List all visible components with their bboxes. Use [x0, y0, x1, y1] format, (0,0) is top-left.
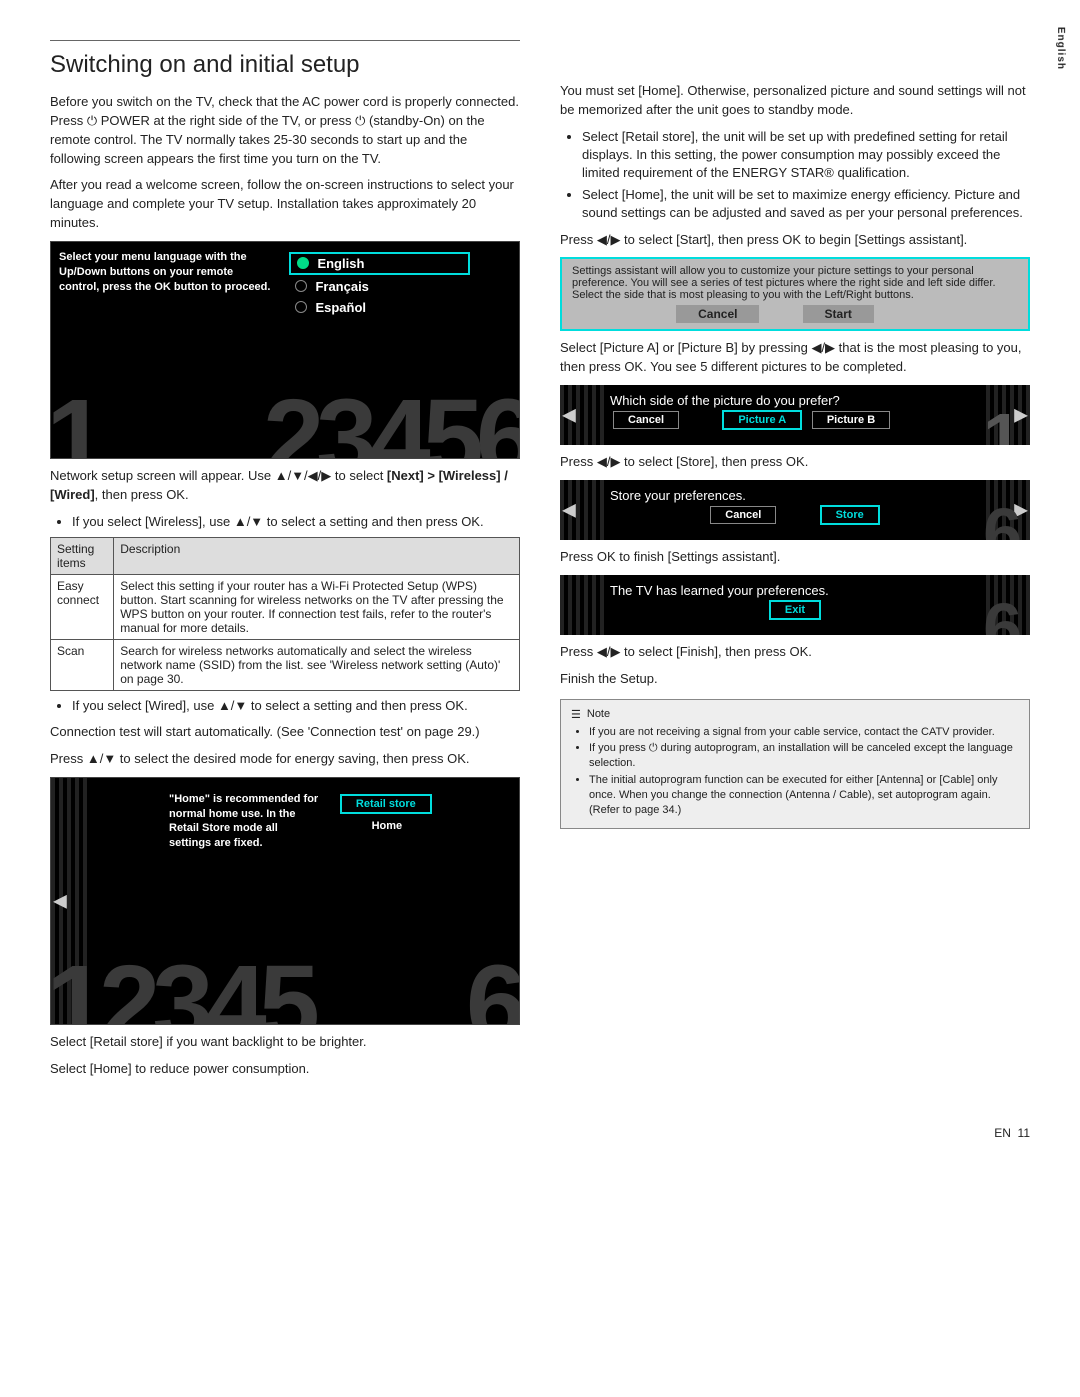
press-finish-para: Press ◀/▶ to select [Finish], then press…	[560, 643, 1030, 662]
must-set-home-para: You must set [Home]. Otherwise, personal…	[560, 82, 1030, 120]
cancel-button[interactable]: Cancel	[710, 506, 776, 524]
left-arrow-icon: ◀	[53, 890, 67, 911]
home-retail-screen: ◀ "Home" is recommended for normal home …	[50, 777, 520, 1025]
cancel-button[interactable]: Cancel	[613, 411, 679, 429]
table-cell: Easy connect	[51, 574, 114, 639]
store-prefs-screen: ◀ ▶ Store your preferences. Cancel Store…	[560, 480, 1030, 540]
picture-question: Which side of the picture do you prefer?	[610, 393, 980, 408]
store-button[interactable]: Store	[820, 505, 880, 525]
net-a: Network setup screen will appear. Use ▲/…	[50, 468, 387, 483]
wireless-settings-table: Setting itemsDescription Easy connectSel…	[50, 537, 520, 691]
table-cell: Scan	[51, 639, 114, 690]
store-prefs-text: Store your preferences.	[610, 488, 980, 503]
intro-para-2: After you read a welcome screen, follow …	[50, 176, 520, 233]
press-start-para: Press ◀/▶ to select [Start], then press …	[560, 231, 1030, 250]
step-number-6: 6	[466, 961, 520, 1025]
select-retail-para: Select [Retail store] if you want backli…	[50, 1033, 520, 1052]
intro-text-b: POWER at the right side of the TV, or pr…	[97, 113, 355, 128]
press-store-para: Press ◀/▶ to select [Store], then press …	[560, 453, 1030, 472]
note-item: If you press ⏻ during autoprogram, an in…	[589, 741, 1019, 771]
step-numbers-23456: 23456	[263, 395, 520, 459]
lang-option-francais[interactable]: Français	[289, 277, 470, 296]
net-c: , then press OK.	[95, 487, 189, 502]
table-cell: Select this setting if your router has a…	[114, 574, 520, 639]
step-corner-1: 1	[983, 414, 1022, 445]
intro-para-1: Before you switch on the TV, check that …	[50, 93, 520, 168]
language-tab: English	[1055, 27, 1066, 70]
network-para: Network setup screen will appear. Use ▲/…	[50, 467, 520, 505]
lang-label: Español	[315, 300, 366, 315]
lang-option-english[interactable]: English	[289, 252, 470, 275]
lang-option-espanol[interactable]: Español	[289, 298, 470, 317]
picture-a-button[interactable]: Picture A	[722, 410, 802, 430]
left-arrow-icon: ◀	[562, 405, 576, 426]
home-button[interactable]: Home	[340, 818, 432, 834]
radio-off-icon	[295, 280, 307, 292]
step-number-1: 1	[50, 395, 99, 459]
language-select-screen: Select your menu language with the Up/Do…	[50, 241, 520, 459]
table-header-items: Setting items	[51, 537, 114, 574]
lang-label: Français	[315, 279, 368, 294]
select-picture-para: Select [Picture A] or [Picture B] by pre…	[560, 339, 1030, 377]
radio-on-icon	[297, 257, 309, 269]
select-home-para: Select [Home] to reduce power consumptio…	[50, 1060, 520, 1079]
note-box: ☰ Note If you are not receiving a signal…	[560, 699, 1030, 829]
table-cell: Search for wireless networks automatical…	[114, 639, 520, 690]
finish-setup-para: Finish the Setup.	[560, 670, 1030, 689]
wireless-bullet: If you select [Wireless], use ▲/▼ to sel…	[72, 513, 520, 531]
settings-assistant-text: Settings assistant will allow you to cus…	[572, 265, 1018, 301]
settings-assistant-box: Settings assistant will allow you to cus…	[560, 257, 1030, 331]
picture-b-button[interactable]: Picture B	[812, 411, 890, 429]
home-instruction: "Home" is recommended for normal home us…	[169, 792, 323, 851]
left-arrow-icon: ◀	[562, 500, 576, 521]
lang-label: English	[317, 256, 364, 271]
page-number: 11	[1018, 1126, 1030, 1140]
picture-prefer-screen: ◀ ▶ Which side of the picture do you pre…	[560, 385, 1030, 445]
step-numbers-12345: 12345	[50, 961, 312, 1025]
note-icon: ☰	[571, 708, 581, 721]
page-footer: EN 11	[50, 1126, 1030, 1140]
note-heading: Note	[587, 708, 610, 720]
cancel-button[interactable]: Cancel	[676, 305, 759, 323]
retail-bullet: Select [Retail store], the unit will be …	[582, 128, 1030, 183]
press-ok-finish-para: Press OK to finish [Settings assistant].	[560, 548, 1030, 567]
exit-button[interactable]: Exit	[769, 600, 821, 620]
radio-off-icon	[295, 301, 307, 313]
language-instruction: Select your menu language with the Up/Do…	[59, 250, 271, 319]
step-corner-6: 6	[983, 604, 1022, 635]
connection-test-para: Connection test will start automatically…	[50, 723, 520, 742]
home-bullet: Select [Home], the unit will be set to m…	[582, 186, 1030, 222]
learned-prefs-text: The TV has learned your preferences.	[610, 583, 980, 598]
note-item: If you are not receiving a signal from y…	[589, 725, 1019, 740]
table-header-desc: Description	[114, 537, 520, 574]
step-corner-6: 6	[983, 509, 1022, 540]
page-lang: EN	[994, 1126, 1011, 1140]
retail-store-button[interactable]: Retail store	[340, 794, 432, 814]
learned-prefs-screen: The TV has learned your preferences. Exi…	[560, 575, 1030, 635]
note-item: The initial autoprogram function can be …	[589, 773, 1019, 818]
press-mode-para: Press ▲/▼ to select the desired mode for…	[50, 750, 520, 769]
wired-bullet: If you select [Wired], use ▲/▼ to select…	[72, 697, 520, 715]
start-button[interactable]: Start	[803, 305, 874, 323]
section-heading: Switching on and initial setup	[50, 40, 520, 79]
